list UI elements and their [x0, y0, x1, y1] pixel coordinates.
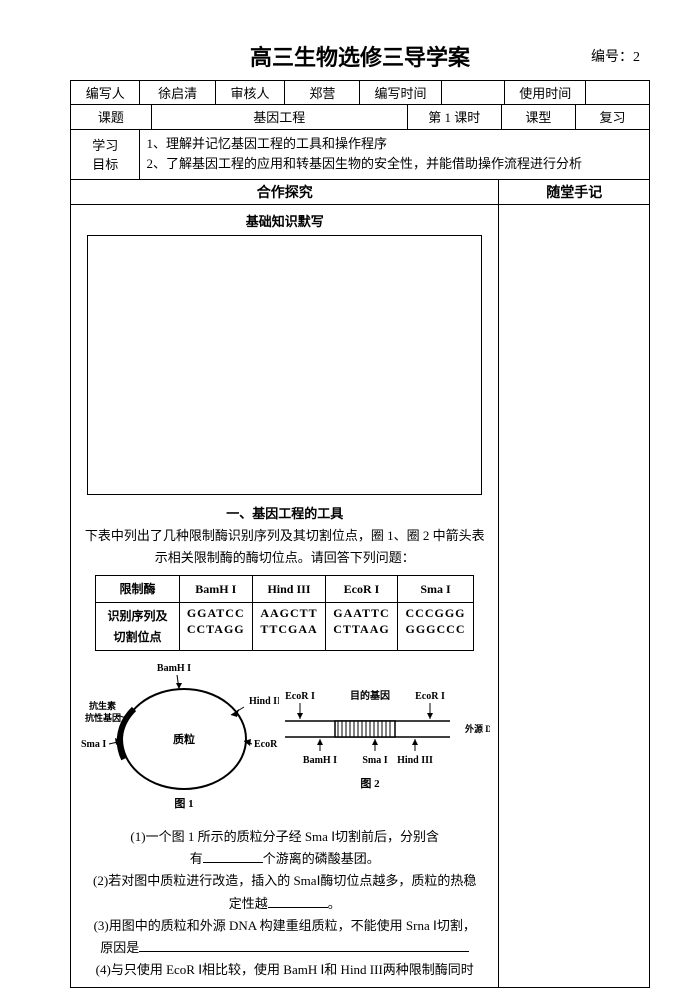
meta-table: 编写人 徐启清 审核人 郑营 编写时间 使用时间 — [70, 80, 650, 105]
goals-table: 学习 目标 1、理解并记忆基因工程的工具和操作程序 2、了解基因工程的应用和转基… — [70, 130, 650, 181]
table-row: 学习 目标 1、理解并记忆基因工程的工具和操作程序 2、了解基因工程的应用和转基… — [71, 130, 650, 180]
enzyme-seq-3: CCCGGG GGGCCC — [398, 603, 474, 651]
section-right: 随堂手记 — [499, 180, 650, 204]
q3-b: 原因是 — [100, 940, 139, 955]
enzyme-seq-2: GAATTC CTTAAG — [325, 603, 397, 651]
dna-ecor-left: EcoR I — [285, 691, 315, 702]
plasmid-center-label: 质粒 — [173, 732, 195, 746]
dna-foreign-label: 外源 DNA — [464, 723, 490, 734]
table-row: 识别序列及 切割位点 GGATCC CCTAGG AAGCTT TTCGAA G… — [96, 603, 474, 651]
topic-label: 课题 — [71, 105, 152, 129]
enzyme-seq-0: GGATCC CCTAGG — [179, 603, 252, 651]
plasmid-bamh-label: BamH I — [157, 663, 191, 674]
q3-line1: (3)用图中的质粒和外源 DNA 构建重组质粒，不能使用 Srna Ⅰ切割， — [79, 915, 490, 937]
dna-bamh: BamH I — [303, 755, 337, 766]
blank-writing-box — [87, 235, 482, 495]
plasmid-resist-label-1: 抗生素 — [89, 700, 116, 711]
content-right-cell — [499, 205, 650, 988]
content-left-cell: 基础知识默写 一、基因工程的工具 下表中列出了几种限制酶识别序列及其切割位点，圈… — [71, 205, 499, 988]
q1-c: 个游离的磷酸基团。 — [263, 851, 380, 866]
diagram-row: BamH I Hind III EcoR I Sma I — [79, 659, 490, 816]
basic-knowledge-heading: 基础知识默写 — [79, 211, 490, 233]
type-value: 复习 — [575, 105, 649, 129]
plasmid-diagram: BamH I Hind III EcoR I Sma I — [79, 659, 279, 816]
author-label: 编写人 — [71, 81, 140, 105]
plasmid-sma-label: Sma I — [81, 739, 106, 750]
q3-line2: 原因是 — [79, 937, 490, 959]
dna-diagram: EcoR I 目的基因 EcoR I 外源 DNA — [280, 669, 490, 806]
dna-target-gene: 目的基因 — [350, 689, 390, 702]
goal-line-2: 2、了解基因工程的应用和转基因生物的安全性，并能借助操作流程进行分析 — [146, 154, 643, 175]
dna-sma: Sma I — [362, 755, 387, 766]
enzyme-header-0: 限制酶 — [96, 575, 179, 602]
period-value: 第 1 课时 — [407, 105, 501, 129]
doc-number-value: 2 — [633, 50, 640, 65]
enzyme-table: 限制酶 BamH I Hind III EcoR I Sma I 识别序列及 切… — [95, 575, 474, 651]
enzyme-header-4: Sma I — [398, 575, 474, 602]
table-row: 合作探究 随堂手记 — [71, 180, 650, 204]
plasmid-hind-label: Hind III — [249, 696, 279, 707]
table-row: 课题 基因工程 第 1 课时 课型 复习 — [71, 105, 650, 129]
fig2-label: 图 2 — [360, 777, 380, 790]
goals-label: 学习 目标 — [71, 130, 140, 180]
table-row: 限制酶 BamH I Hind III EcoR I Sma I — [96, 575, 474, 602]
enzyme-header-2: Hind III — [252, 575, 325, 602]
tool-heading: 一、基因工程的工具 — [79, 503, 490, 525]
q4-line: (4)与只使用 EcoR Ⅰ相比较，使用 BamH Ⅰ和 Hind III两种限… — [79, 959, 490, 981]
dna-ecor-right: EcoR I — [415, 691, 445, 702]
q1-line1: (1)一个图 1 所示的质粒分子经 Sma Ⅰ切割前后，分别含 — [79, 826, 490, 848]
goals-cell: 1、理解并记忆基因工程的工具和操作程序 2、了解基因工程的应用和转基因生物的安全… — [140, 130, 650, 180]
author-value: 徐启清 — [140, 81, 215, 105]
content-table: 基础知识默写 一、基因工程的工具 下表中列出了几种限制酶识别序列及其切割位点，圈… — [70, 205, 650, 988]
enzyme-seq-1: AAGCTT TTCGAA — [252, 603, 325, 651]
use-time-label: 使用时间 — [505, 81, 586, 105]
q1-b: 有 — [190, 851, 203, 866]
goal-line-1: 1、理解并记忆基因工程的工具和操作程序 — [146, 134, 643, 155]
blank-field[interactable] — [139, 938, 469, 952]
section-header-table: 合作探究 随堂手记 — [70, 180, 650, 205]
q2-b: 定性越 — [229, 896, 268, 911]
q2-line1: (2)若对图中质粒进行改造，插入的 SmaⅠ酶切位点越多，质粒的热稳 — [79, 870, 490, 892]
page-title: 高三生物选修三导学案 — [70, 40, 650, 72]
q1-line2: 有 个游离的磷酸基团。 — [79, 848, 490, 870]
type-label: 课型 — [501, 105, 575, 129]
write-time-label: 编写时间 — [360, 81, 441, 105]
dna-hind: Hind III — [397, 755, 433, 766]
table-row: 基础知识默写 一、基因工程的工具 下表中列出了几种限制酶识别序列及其切割位点，圈… — [71, 205, 650, 988]
q2-line2: 定性越 。 — [79, 893, 490, 915]
plasmid-resist-label-2: 抗性基因 — [85, 712, 121, 723]
reviewer-label: 审核人 — [215, 81, 284, 105]
topic-value: 基因工程 — [151, 105, 407, 129]
reviewer-value: 郑营 — [285, 81, 360, 105]
write-time-value — [441, 81, 505, 105]
enzyme-header-1: BamH I — [179, 575, 252, 602]
section-left: 合作探究 — [71, 180, 499, 204]
enzyme-row-label: 识别序列及 切割位点 — [96, 603, 179, 651]
plasmid-ecor-label: EcoR I — [254, 739, 279, 750]
blank-field[interactable] — [203, 849, 263, 863]
table-row: 编写人 徐启清 审核人 郑营 编写时间 使用时间 — [71, 81, 650, 105]
topic-table: 课题 基因工程 第 1 课时 课型 复习 — [70, 105, 650, 130]
blank-field[interactable] — [268, 894, 328, 908]
enzyme-header-3: EcoR I — [325, 575, 397, 602]
doc-number: 编号：2 — [591, 46, 640, 66]
doc-number-label: 编号： — [591, 50, 633, 65]
q2-c: 。 — [328, 896, 341, 911]
use-time-value — [586, 81, 650, 105]
tool-intro: 下表中列出了几种限制酶识别序列及其切割位点，圈 1、圈 2 中箭头表示相关限制酶… — [79, 525, 490, 569]
fig1-label: 图 1 — [175, 797, 194, 809]
